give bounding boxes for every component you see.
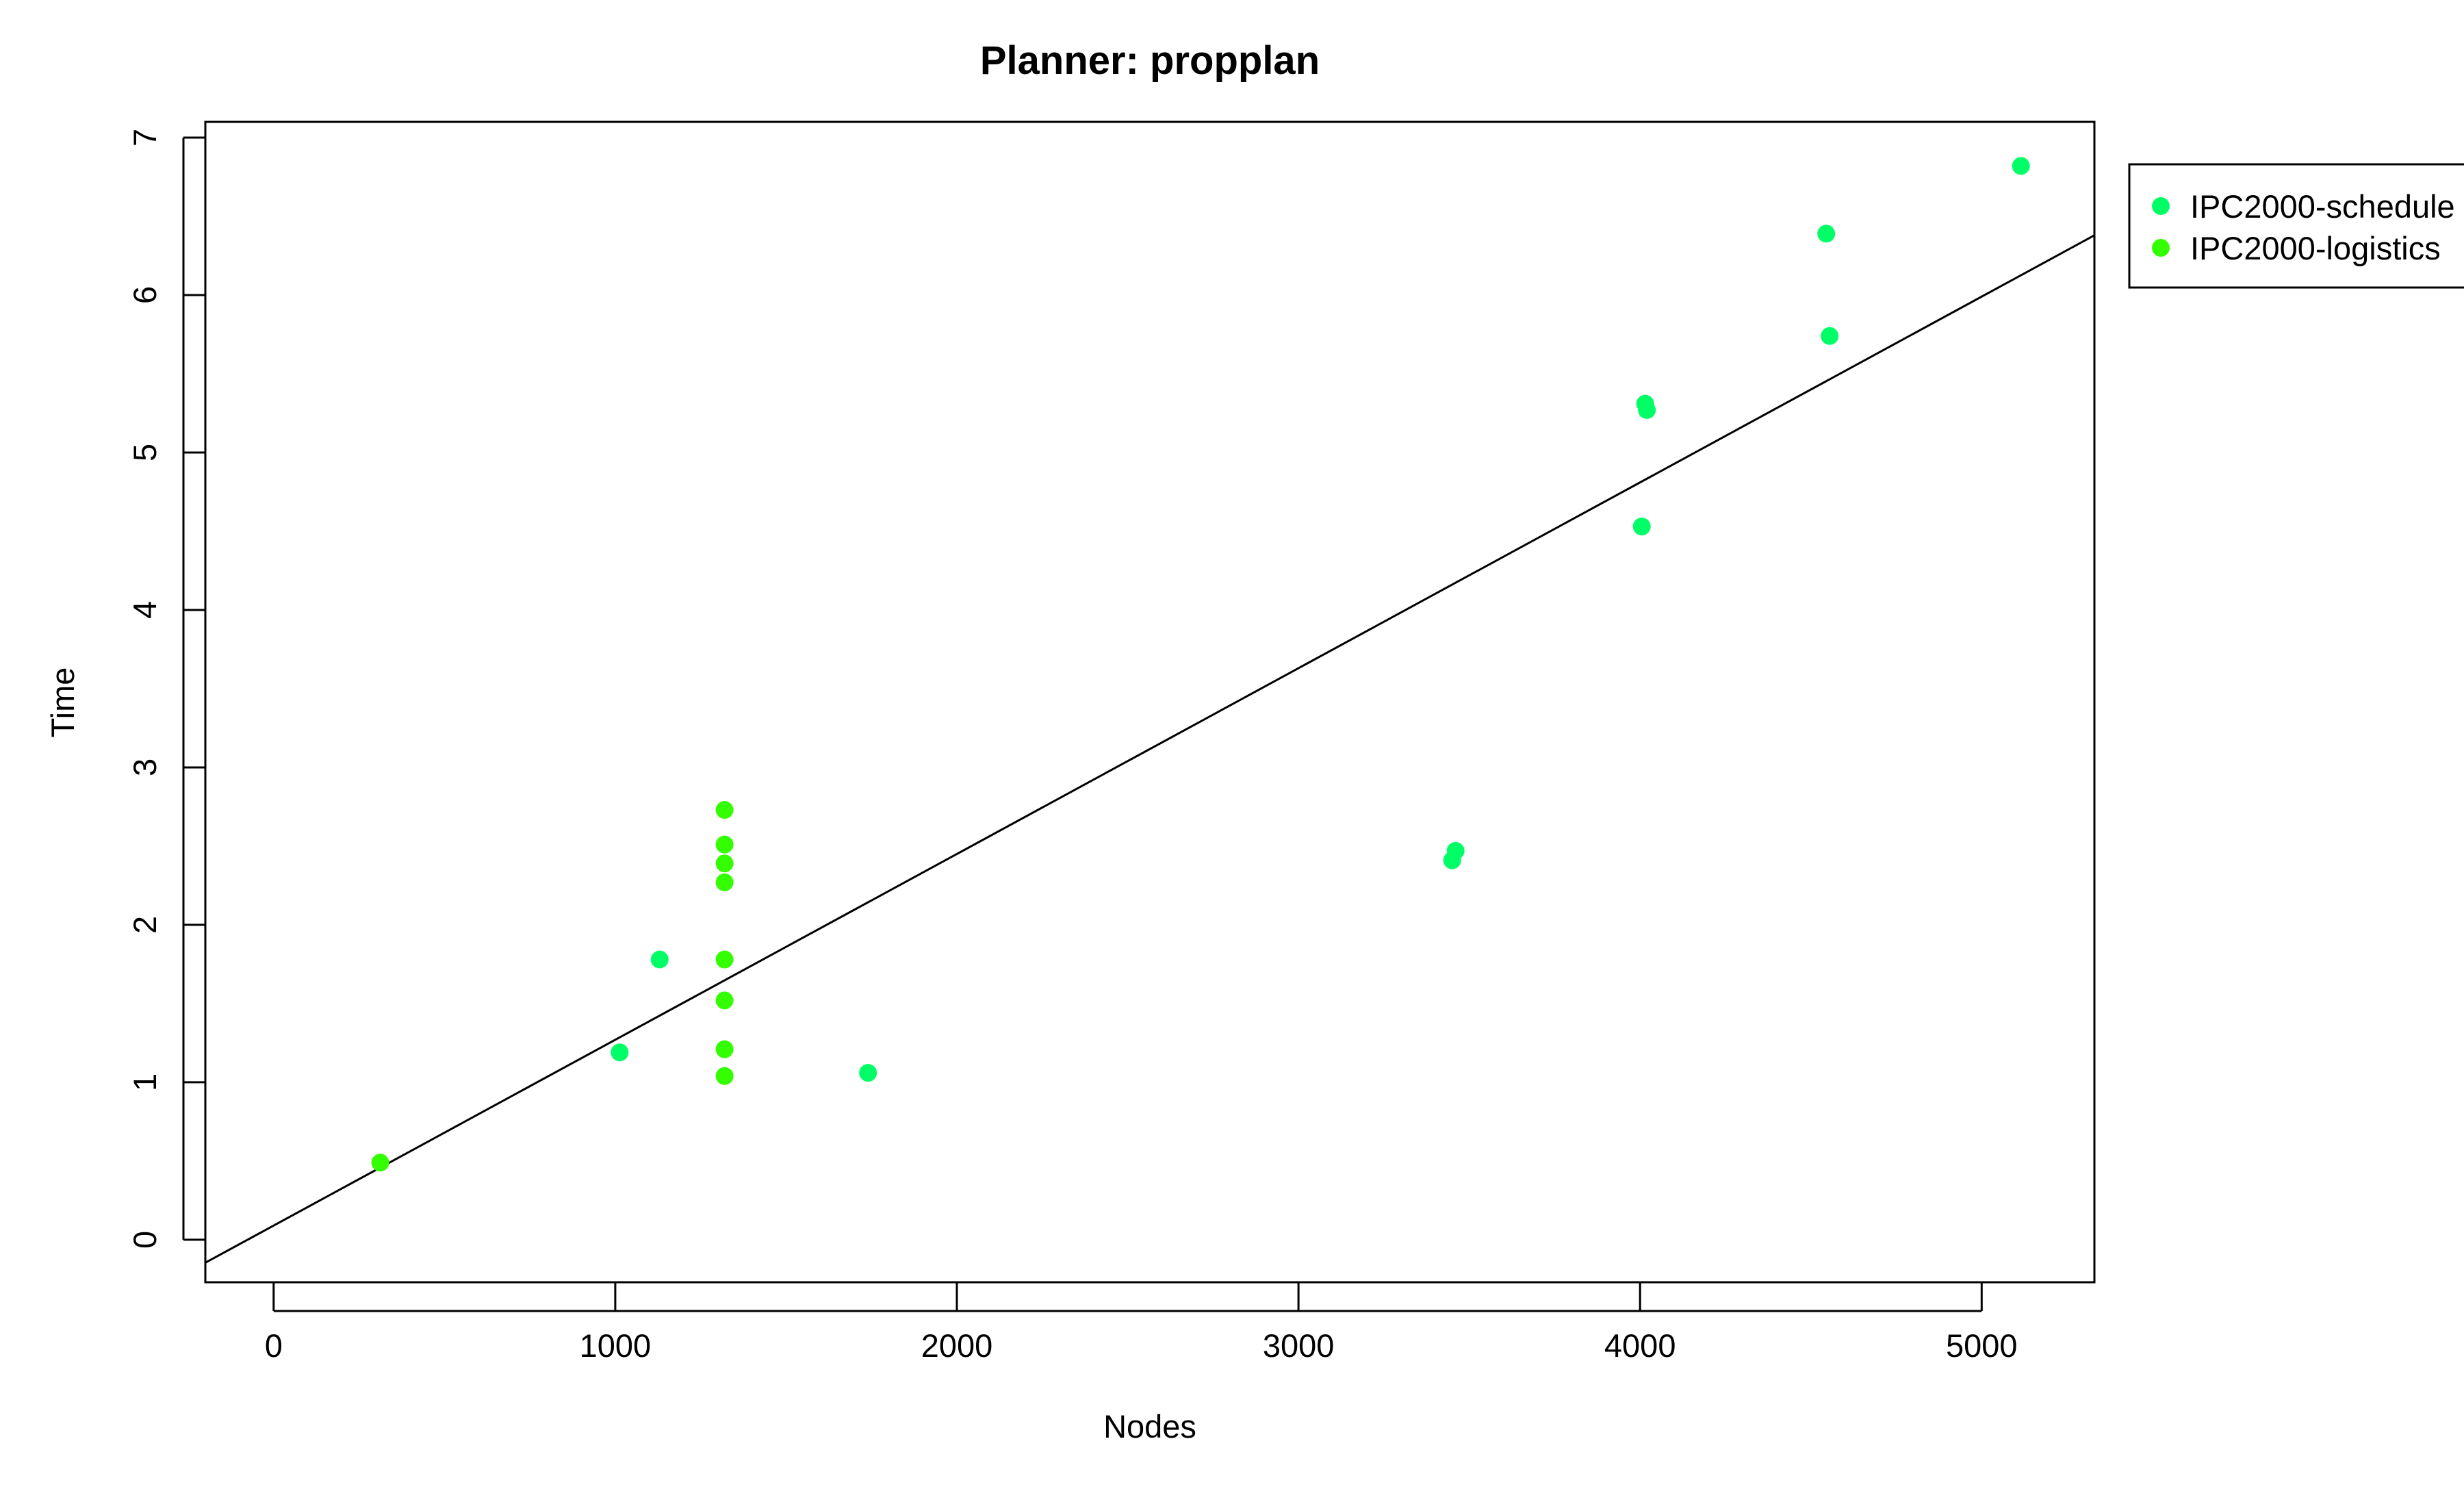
y-tick-label: 5 xyxy=(127,444,163,461)
y-tick-label: 2 xyxy=(127,916,163,934)
legend-label-logistics: IPC2000-logistics xyxy=(2190,230,2441,266)
y-axis: 0 1 2 3 4 5 6 7 xyxy=(127,129,205,1249)
plot-frame xyxy=(204,120,2096,1284)
data-point-logistics xyxy=(715,835,734,854)
data-point-logistics xyxy=(715,854,734,873)
y-tick-label: 4 xyxy=(127,601,163,619)
data-point-logistics xyxy=(715,1040,734,1058)
data-point-logistics xyxy=(715,801,734,819)
data-points xyxy=(371,157,2030,1172)
regression-line xyxy=(205,234,2094,1264)
x-tick-label: 3000 xyxy=(1263,1327,1335,1364)
data-point-logistics xyxy=(371,1154,389,1172)
data-point-schedule xyxy=(859,1064,877,1082)
y-tick-label: 1 xyxy=(127,1073,163,1091)
data-point-schedule xyxy=(650,950,669,969)
x-tick-label: 2000 xyxy=(921,1327,993,1364)
y-tick-label: 7 xyxy=(127,129,163,147)
data-point-schedule xyxy=(611,1043,629,1062)
y-tick-label: 0 xyxy=(127,1231,163,1249)
data-point-schedule xyxy=(2012,157,2030,175)
data-point-schedule xyxy=(1446,841,1465,860)
y-tick-label: 3 xyxy=(127,759,163,776)
chart-title: Planner: propplan xyxy=(980,38,1320,83)
legend-marker-logistics xyxy=(2152,239,2170,257)
y-axis-label: Time xyxy=(44,667,81,738)
x-tick-label: 4000 xyxy=(1604,1327,1676,1364)
legend: IPC2000-schedule IPC2000-logistics xyxy=(2128,163,2464,289)
data-point-logistics xyxy=(715,873,734,891)
x-tick-label: 0 xyxy=(265,1327,283,1364)
x-tick-label: 5000 xyxy=(1946,1327,2018,1364)
data-point-schedule xyxy=(1821,327,1839,345)
y-tick-label: 6 xyxy=(127,286,163,304)
data-point-logistics xyxy=(715,991,734,1010)
data-point-schedule xyxy=(1817,225,1836,243)
data-point-logistics xyxy=(715,950,734,969)
legend-box xyxy=(2128,163,2464,289)
legend-marker-schedule xyxy=(2152,197,2170,215)
x-axis: 0 1000 2000 3000 4000 5000 xyxy=(265,1282,2018,1364)
data-point-schedule xyxy=(1632,518,1651,536)
data-point-logistics xyxy=(715,1067,734,1085)
data-point-schedule xyxy=(1638,400,1656,419)
x-axis-label: Nodes xyxy=(1103,1408,1196,1445)
legend-label-schedule: IPC2000-schedule xyxy=(2190,188,2455,225)
x-tick-label: 1000 xyxy=(580,1327,652,1364)
